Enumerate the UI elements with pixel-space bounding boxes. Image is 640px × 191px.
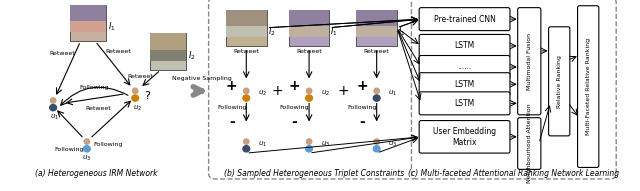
FancyBboxPatch shape <box>419 73 510 96</box>
Text: +: + <box>337 84 349 98</box>
Circle shape <box>244 139 249 144</box>
Bar <box>226 10 267 46</box>
Circle shape <box>244 88 249 94</box>
Text: $u_1$: $u_1$ <box>49 113 59 122</box>
Ellipse shape <box>243 95 250 101</box>
Text: Negative Sampling: Negative Sampling <box>172 76 232 81</box>
Bar <box>70 5 106 41</box>
Text: $u_3$: $u_3$ <box>83 154 92 163</box>
Text: $u_1$: $u_1$ <box>388 89 397 98</box>
Text: (a) Heterogeneous IRM Network: (a) Heterogeneous IRM Network <box>35 169 158 178</box>
FancyBboxPatch shape <box>419 56 510 79</box>
Ellipse shape <box>243 146 250 152</box>
Text: Following: Following <box>217 105 246 110</box>
Text: ......: ...... <box>458 62 472 71</box>
FancyBboxPatch shape <box>419 8 510 31</box>
Text: (c) Multi-faceted Attentional Ranking Network Learning: (c) Multi-faceted Attentional Ranking Ne… <box>408 169 620 178</box>
Text: User Embedding
Matrix: User Embedding Matrix <box>433 127 496 146</box>
Bar <box>289 10 330 26</box>
Text: $u_2$: $u_2$ <box>258 89 267 98</box>
FancyBboxPatch shape <box>419 34 510 57</box>
Text: +: + <box>226 79 237 93</box>
Text: Retweet: Retweet <box>364 49 390 54</box>
Text: Pre-trained CNN: Pre-trained CNN <box>434 15 495 24</box>
Ellipse shape <box>132 95 139 101</box>
Bar <box>226 10 267 26</box>
Ellipse shape <box>373 95 380 101</box>
Circle shape <box>84 139 90 144</box>
Circle shape <box>374 139 380 144</box>
Text: ?: ? <box>144 91 150 100</box>
Text: Following: Following <box>55 147 84 152</box>
Circle shape <box>132 88 138 94</box>
Ellipse shape <box>50 104 56 111</box>
Text: Retweet: Retweet <box>86 106 111 111</box>
Circle shape <box>307 88 312 94</box>
Bar <box>289 26 330 37</box>
Text: -: - <box>292 116 298 129</box>
Text: Retweet: Retweet <box>105 49 131 54</box>
Text: $I_2$: $I_2$ <box>188 49 196 62</box>
Text: (b) Sampled Heterogeneous Triplet Constraints: (b) Sampled Heterogeneous Triplet Constr… <box>224 169 404 178</box>
Text: LSTM: LSTM <box>454 41 475 50</box>
Text: Multimodal Fusion: Multimodal Fusion <box>527 33 532 90</box>
Text: $I_2$: $I_2$ <box>268 25 275 38</box>
Bar <box>226 26 267 37</box>
Bar <box>150 50 186 61</box>
Text: LSTM: LSTM <box>454 80 475 89</box>
FancyBboxPatch shape <box>518 8 541 115</box>
Circle shape <box>51 98 56 103</box>
Bar <box>289 10 330 46</box>
FancyBboxPatch shape <box>209 0 418 179</box>
Text: $u_3$: $u_3$ <box>388 140 397 149</box>
Text: $I_1$: $I_1$ <box>330 25 338 38</box>
Bar <box>150 33 186 70</box>
Text: -: - <box>359 116 365 129</box>
Text: +: + <box>356 79 368 93</box>
Text: Retweet: Retweet <box>234 49 259 54</box>
Text: Following: Following <box>79 85 108 90</box>
FancyBboxPatch shape <box>518 118 541 169</box>
Text: -: - <box>229 116 235 129</box>
Circle shape <box>307 139 312 144</box>
Text: Neighbourhood Attention: Neighbourhood Attention <box>527 104 532 183</box>
Text: $u_2$: $u_2$ <box>321 89 330 98</box>
Circle shape <box>374 88 380 94</box>
Text: +: + <box>271 84 283 98</box>
Text: Relative Ranking: Relative Ranking <box>557 55 562 108</box>
Text: $u_2$: $u_2$ <box>132 103 141 112</box>
FancyBboxPatch shape <box>419 121 510 153</box>
Bar <box>150 33 186 50</box>
Text: $I_1$: $I_1$ <box>398 25 406 38</box>
Text: $u_3$: $u_3$ <box>321 140 330 149</box>
Text: Multi-Faceted Relative Ranking: Multi-Faceted Relative Ranking <box>586 38 591 135</box>
FancyBboxPatch shape <box>548 27 570 136</box>
Bar <box>70 5 106 21</box>
Text: Retweet: Retweet <box>127 74 153 79</box>
Text: +: + <box>289 79 300 93</box>
Bar <box>356 10 397 46</box>
Bar <box>70 21 106 32</box>
Ellipse shape <box>306 146 312 152</box>
Bar <box>356 26 397 37</box>
Text: Following: Following <box>93 142 123 147</box>
Ellipse shape <box>373 146 380 152</box>
FancyBboxPatch shape <box>412 0 616 179</box>
Ellipse shape <box>84 146 90 152</box>
FancyBboxPatch shape <box>577 6 599 168</box>
Text: Retweet: Retweet <box>296 49 322 54</box>
Text: Retweet: Retweet <box>49 52 75 57</box>
Ellipse shape <box>306 95 312 101</box>
Text: $I_1$: $I_1$ <box>108 20 116 33</box>
Text: Following: Following <box>348 105 377 110</box>
Text: $u_1$: $u_1$ <box>258 140 267 149</box>
Text: LSTM: LSTM <box>454 99 475 108</box>
FancyBboxPatch shape <box>419 92 510 115</box>
Text: Following: Following <box>280 105 309 110</box>
Bar <box>356 10 397 26</box>
